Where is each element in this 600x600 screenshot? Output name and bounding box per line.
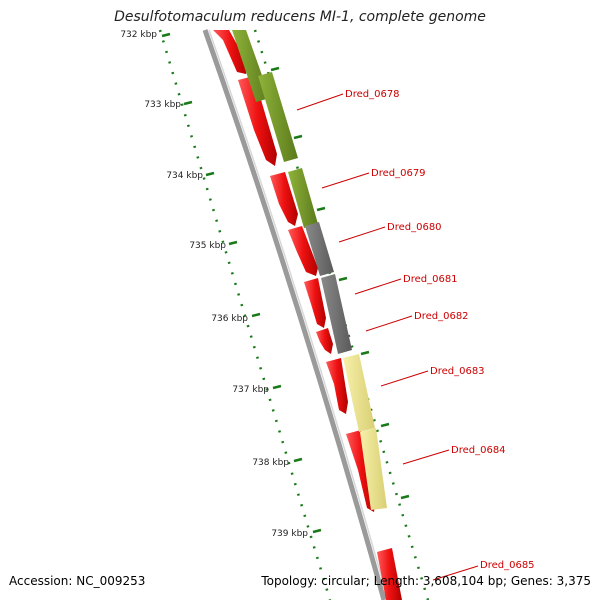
tick-mark [338,276,348,282]
leader-line [380,370,429,387]
gene-label[interactable]: Dred_0684 [451,445,506,456]
tick-mark [380,422,390,428]
leader-line [321,172,370,189]
length-value: 3,608,104 bp [422,574,503,588]
tick-label: 733 kbp [144,100,181,110]
outer-tick-marks [270,66,410,500]
leader-line [296,93,344,111]
cds-arrow[interactable] [288,226,318,276]
tick-mark [228,240,238,246]
tick-label: 732 kbp [120,30,157,40]
tick-mark [251,312,261,318]
leader-line [432,565,479,581]
tick-label: 735 kbp [189,241,226,251]
gene-label[interactable]: Dred_0678 [345,89,400,100]
cds-arrow[interactable] [377,548,402,600]
cog-block[interactable] [360,428,387,510]
tick-mark [293,457,303,463]
leader-line [365,315,413,332]
gene-label[interactable]: Dred_0681 [403,274,458,285]
accession-footer: Accession: NC_009253 [9,574,145,588]
leader-line [402,449,450,465]
leader-line [338,226,386,243]
tick-mark [316,206,326,212]
accession-label: Accession: [9,574,73,588]
cds-arrow[interactable] [304,278,326,328]
tick-marks [161,32,322,534]
label-leaders [296,93,479,581]
gene-label[interactable]: Dred_0682 [414,311,469,322]
cog-block[interactable] [258,72,298,162]
length-label: Length: [373,574,420,588]
gene-label[interactable]: Dred_0683 [430,366,485,377]
tick-mark [161,32,171,38]
tick-mark [183,100,193,106]
tick-label: 734 kbp [166,171,203,181]
tick-label: 737 kbp [232,385,269,395]
tick-mark [293,134,303,140]
cog-block[interactable] [288,168,318,228]
backbone-outer [202,29,387,600]
tick-mark [312,528,322,534]
cds-arrow[interactable] [213,30,248,74]
accession-value: NC_009253 [76,574,146,588]
genes-label: Genes: [510,574,553,588]
cds-arrow[interactable] [270,172,298,226]
tick-label: 736 kbp [211,314,248,324]
tick-mark [400,494,410,500]
tick-mark [360,350,370,356]
leader-line [354,278,402,295]
cds-arrow[interactable] [326,358,348,414]
tick-mark [270,66,280,72]
tick-mark [272,384,282,390]
map-title: Desulfotomaculum reducens MI-1, complete… [114,9,486,25]
cds-arrow[interactable] [238,76,277,166]
cog-block[interactable] [305,222,334,276]
topology-value: circular [321,574,366,588]
genome-stats-footer: Topology: circular; Length: 3,608,104 bp… [261,574,591,588]
gene-label[interactable]: Dred_0680 [387,222,442,233]
tick-label: 739 kbp [271,529,308,539]
gene-label[interactable]: Dred_0679 [371,168,426,179]
gene-label[interactable]: Dred_0685 [480,560,535,571]
cog-track [232,30,387,510]
backbone-inner [208,29,389,600]
gene-labels: Dred_0678 Dred_0679 Dred_0680 Dred_0681 … [345,89,535,571]
genes-value: 3,375 [556,574,591,588]
tick-labels: 732 kbp 733 kbp 734 kbp 735 kbp 736 kbp … [120,30,308,539]
cog-block[interactable] [343,354,375,432]
cds-arrow[interactable] [316,328,333,354]
cog-block[interactable] [321,274,352,354]
topology-label: Topology: [261,574,318,588]
tick-mark [205,171,215,177]
tick-label: 738 kbp [252,458,289,468]
